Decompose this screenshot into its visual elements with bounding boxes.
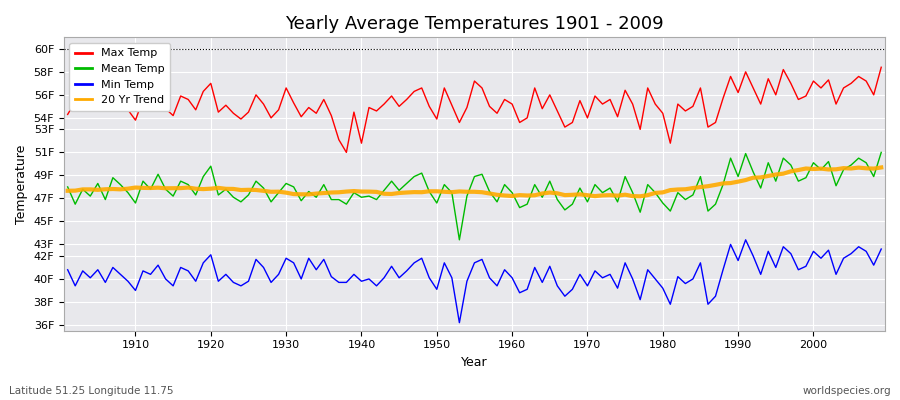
X-axis label: Year: Year — [461, 356, 488, 369]
Legend: Max Temp, Mean Temp, Min Temp, 20 Yr Trend: Max Temp, Mean Temp, Min Temp, 20 Yr Tre… — [69, 43, 170, 111]
Text: Latitude 51.25 Longitude 11.75: Latitude 51.25 Longitude 11.75 — [9, 386, 174, 396]
Title: Yearly Average Temperatures 1901 - 2009: Yearly Average Temperatures 1901 - 2009 — [285, 15, 664, 33]
Y-axis label: Temperature: Temperature — [15, 144, 28, 224]
Text: worldspecies.org: worldspecies.org — [803, 386, 891, 396]
